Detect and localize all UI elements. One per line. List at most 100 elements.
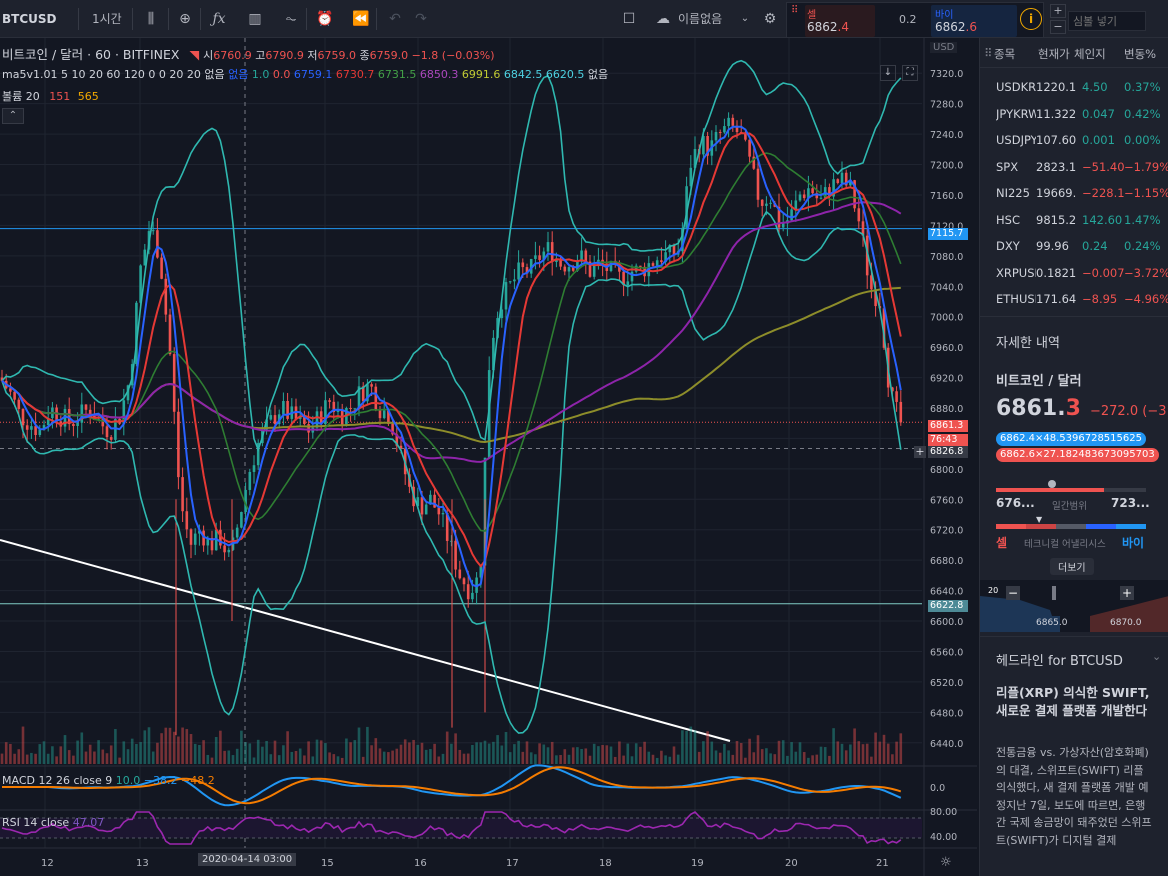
depth-chart[interactable]: 20 − + 6865.0 6870.0 (980, 580, 1168, 632)
volume-bar (559, 755, 562, 764)
minus-icon[interactable]: − (1050, 20, 1066, 34)
layout-name-button[interactable]: 이름없음 (678, 12, 723, 26)
alert-icon[interactable]: ⏰ (316, 11, 334, 27)
volume-bar (319, 740, 323, 764)
volume-bar (105, 753, 109, 764)
watchlist-row[interactable]: SPX 2823.1 −51.40 −1.79% (980, 154, 1168, 180)
news-body[interactable]: 전통금융 vs. 가상자산(암호화폐)의 대결, 스위프트(SWIFT) 리플 … (996, 746, 1152, 847)
symbol-search-input[interactable] (1068, 11, 1146, 31)
divider (168, 8, 169, 30)
watchlist-row[interactable]: JPYKRW 11.322 0.047 0.42% (980, 101, 1168, 127)
candle-body (660, 260, 663, 263)
watchlist-row[interactable]: USDJPY 107.60 0.001 0.00% (980, 127, 1168, 153)
technicals-marker: ▼ (1036, 515, 1043, 524)
zoom-in-button[interactable]: + (1120, 586, 1134, 600)
volume-bar (164, 727, 168, 764)
volume-bar (618, 741, 621, 764)
candle-body (177, 411, 180, 478)
indicators-icon[interactable]: ƒx (212, 11, 226, 27)
symbol-button[interactable]: BTCUSD (2, 12, 57, 26)
drag-handle[interactable]: ⠿ (791, 5, 799, 16)
volume-bar (0, 753, 4, 764)
volume-bar (555, 755, 558, 764)
divider (376, 8, 377, 30)
zoom-out-button[interactable]: − (1006, 586, 1020, 600)
chart-settings-icon[interactable]: ☼ (940, 855, 952, 870)
volume-bar (454, 733, 457, 764)
templates-icon[interactable]: ⏦ (285, 11, 297, 27)
volume-bar (828, 755, 831, 764)
y-tick-label: 6600.0 (930, 617, 963, 628)
volume-bar (290, 751, 294, 764)
chart-style-icon[interactable]: ⫼ (147, 11, 155, 27)
drag-handle-icon[interactable]: ⠿ (984, 46, 993, 60)
volume-legend-name[interactable]: 볼륨 20 (2, 90, 40, 103)
buy-button[interactable]: 바이 6862.6 (931, 5, 1017, 37)
chevron-down-icon[interactable]: ⌄ (740, 13, 750, 24)
volume-bar (307, 741, 310, 764)
compare-add-icon[interactable]: ⊕ (179, 11, 191, 27)
undo-icon[interactable]: ↶ (389, 11, 401, 27)
fullscreen-icon[interactable]: ☐ (622, 11, 636, 27)
volume-bar (672, 746, 676, 764)
volume-bar (370, 745, 373, 764)
volume-bar (185, 729, 189, 764)
interval-button[interactable]: 1시간 (92, 12, 122, 26)
watchlist-row[interactable]: DXY 99.96 0.24 0.24% (980, 233, 1168, 259)
volume-bar (38, 744, 42, 764)
add-alert-plus-icon[interactable]: + (914, 445, 926, 458)
col-price[interactable]: 현재가 (1038, 47, 1070, 61)
replay-icon[interactable]: ⏪ (352, 11, 370, 27)
col-percent[interactable]: 변동% (1124, 47, 1157, 61)
col-symbol[interactable]: 종목 (994, 47, 1016, 61)
watchlist-row[interactable]: XRPUSD0.1821 −0.007−3.72% (980, 260, 1168, 286)
volume-bar (294, 750, 298, 764)
volume-bar (72, 755, 75, 764)
add-icon[interactable]: + (1050, 4, 1066, 18)
collapse-legend-button[interactable]: ⌃ (2, 108, 24, 124)
wl-price: 19669. (1036, 186, 1077, 200)
info-icon[interactable]: i (1020, 8, 1042, 30)
candle-body (345, 408, 348, 426)
redo-icon[interactable]: ↷ (415, 11, 427, 27)
candle-body (542, 251, 546, 260)
candle-body (781, 223, 785, 228)
depth-slider-handle[interactable] (1052, 586, 1056, 600)
volume-bar (639, 746, 642, 764)
auto-scale-icon[interactable]: ⛶ (902, 65, 918, 81)
chart-canvas[interactable]: 7320.0 7280.0 7240.0 7200.0 7160.0 7120.0 7080… (0, 38, 977, 876)
headlines-title[interactable]: 헤드라인 for BTCUSD (996, 654, 1123, 669)
watchlist-row[interactable]: NI225 19669. −228.1 −1.15% (980, 180, 1168, 206)
candle-body (156, 230, 159, 258)
candle-body (471, 592, 474, 600)
volume-bar (97, 740, 100, 764)
candle-body (210, 537, 214, 551)
x-cursor-label: 2020-04-14 03:00 (198, 853, 297, 866)
ma-legend-name[interactable]: ma5v1.01 5 10 20 60 120 0 0 20 20 (2, 68, 201, 81)
news-title[interactable]: 리플(XRP) 의식한 SWIFT, 새로운 결제 플랫폼 개발한다 (996, 685, 1150, 718)
chevron-down-icon[interactable]: ⌄ (1152, 650, 1162, 663)
financials-icon[interactable]: ▥ (248, 11, 262, 27)
volume-bar (865, 743, 869, 764)
volume-bar (248, 743, 252, 764)
candle-body (437, 507, 441, 515)
y-tick-label: 6880.0 (930, 404, 963, 415)
sell-button[interactable]: 셀 6862.4 (805, 5, 875, 37)
chart-area[interactable]: 7320.0 7280.0 7240.0 7200.0 7160.0 7120.0 7080… (0, 38, 977, 876)
volume-bar (550, 741, 554, 764)
scroll-down-icon[interactable]: ↓ (880, 65, 896, 81)
candle-body (181, 477, 184, 512)
watchlist-row[interactable]: USDKRW1220.1 4.50 0.37% (980, 74, 1168, 100)
more-button[interactable]: 더보기 (1050, 558, 1094, 575)
watchlist-row[interactable]: HSC 9815.2 142.60 1.47% (980, 207, 1168, 233)
col-change[interactable]: 체인지 (1074, 47, 1106, 61)
x-tick-label: 13 (136, 858, 149, 869)
watchlist-row[interactable]: ETHUSD171.64 −8.95 −4.96% (980, 286, 1168, 312)
candle-body (802, 194, 806, 199)
cloud-icon[interactable]: ☁ (656, 11, 670, 27)
depth-scale: 20 (988, 586, 999, 595)
volume-bar (269, 754, 273, 764)
gear-icon[interactable]: ⚙ (763, 11, 777, 27)
y-tick-label: 7200.0 (930, 161, 963, 172)
volume-bar (529, 752, 533, 764)
